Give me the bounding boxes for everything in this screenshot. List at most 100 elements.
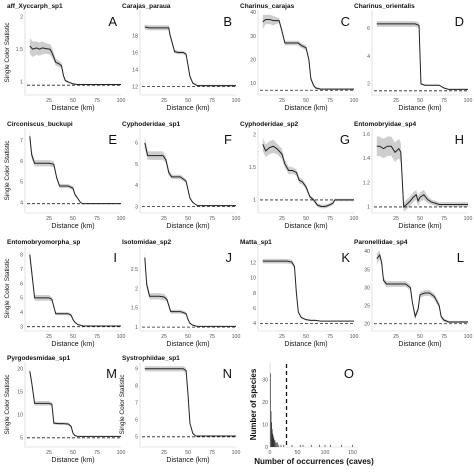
y-tick-label: 12 xyxy=(132,84,138,90)
y-tick-label: 3 xyxy=(20,324,23,330)
y-tick-label: 20 xyxy=(364,322,370,328)
x-tick-label: 75 xyxy=(441,334,447,340)
y-tick-label: 4 xyxy=(367,54,370,60)
x-tick-label: 75 xyxy=(327,216,333,222)
x-tick-label: 50 xyxy=(185,216,191,222)
y-tick-label: 2 xyxy=(20,14,23,20)
panel-title: Charinus_orientalis xyxy=(354,3,415,10)
y-tick-label: 6 xyxy=(20,281,23,287)
histogram-bar xyxy=(341,444,342,447)
panel-k: Matta_sp1 25 50 75 100 4 6 8 10 12 Distance (km) K xyxy=(240,239,358,348)
histogram-bar xyxy=(310,444,312,447)
x-axis-title: Distance (km) xyxy=(284,341,327,348)
y-tick-label: 12 xyxy=(250,260,256,266)
panel-letter: H xyxy=(455,132,464,147)
y-tick-label: 10 xyxy=(262,422,268,428)
panel-letter: L xyxy=(457,250,464,265)
y-tick-label: 1.5 xyxy=(131,306,138,312)
x-tick-label: 100 xyxy=(117,334,126,340)
y-tick-label: 5 xyxy=(135,162,138,168)
x-tick-label: 75 xyxy=(209,216,215,222)
x-tick-label: 25 xyxy=(393,334,399,340)
x-tick-label: 25 xyxy=(46,450,52,456)
panel-title: Cyphoderidae_sp2 xyxy=(240,121,299,128)
x-tick-label: 50 xyxy=(295,450,301,456)
x-tick-label: 50 xyxy=(417,98,423,104)
confidence-band xyxy=(262,14,354,90)
confidence-band xyxy=(29,248,121,327)
x-tick-label: 50 xyxy=(185,450,191,456)
y-tick-label: 20 xyxy=(250,57,256,63)
y-tick-label: 35 xyxy=(364,267,370,273)
x-tick-label: 100 xyxy=(232,216,241,222)
histogram-bar xyxy=(324,444,326,447)
histogram-bar xyxy=(299,444,301,447)
panel-letter: B xyxy=(223,14,232,29)
y-tick-label: 1 xyxy=(253,198,256,204)
x-tick-label: 25 xyxy=(46,334,52,340)
panel-b: Carajas_paraua 25 50 75 100 12 14 16 18 Distance … xyxy=(122,3,240,112)
panel-title: Isotomidae_sp2 xyxy=(122,239,172,246)
x-axis-title: Distance (km) xyxy=(398,341,441,348)
x-tick-label: 50 xyxy=(303,216,309,222)
y-tick-label: 25 xyxy=(364,303,370,309)
x-tick-label: 100 xyxy=(232,334,241,340)
panel-j: Isotomidae_sp2 25 50 75 100 1 1.5 2 2.5 Distance … xyxy=(122,239,240,348)
x-axis-title: Distance (km) xyxy=(284,223,327,230)
y-axis-title: Single Color Statistic xyxy=(4,258,11,319)
panel-h: Entomobryidae_sp4 25 50 75 100 1 1.2 1.4 1.6 Dist… xyxy=(354,121,472,230)
panel-n: Systrophiidae_sp1 25 50 75 100 5 6 7 8 9 Distance … xyxy=(119,355,240,464)
y-tick-label: 4 xyxy=(20,200,23,206)
x-tick-label: 50 xyxy=(417,334,423,340)
confidence-band xyxy=(29,367,121,437)
series-line xyxy=(144,257,236,327)
x-tick-label: 50 xyxy=(303,334,309,340)
series-line xyxy=(29,45,121,86)
x-tick-label: 25 xyxy=(393,216,399,222)
panel-title: Pyrgodesmidae_sp1 xyxy=(7,355,71,362)
x-tick-label: 100 xyxy=(350,98,359,104)
y-tick-label: 1.5 xyxy=(249,165,256,171)
panel-letter: E xyxy=(108,132,117,147)
panel-title: Entomobryidae_sp4 xyxy=(354,121,417,128)
y-tick-label: 5 xyxy=(20,296,23,302)
series-line xyxy=(376,145,468,208)
x-tick-label: 100 xyxy=(117,450,126,456)
panel-letter: D xyxy=(455,14,464,29)
panel-f: Cyphoderidae_sp1 25 50 75 100 3 4 5 6 Distance (k… xyxy=(122,121,240,230)
panel-title: Matta_sp1 xyxy=(240,239,272,246)
y-tick-label: 4 xyxy=(253,321,256,327)
panel-letter: G xyxy=(340,132,350,147)
panel-letter: F xyxy=(224,132,232,147)
x-tick-label: 25 xyxy=(279,98,285,104)
x-tick-label: 50 xyxy=(185,98,191,104)
x-tick-label: 25 xyxy=(161,98,167,104)
histogram-bar xyxy=(277,442,279,447)
x-tick-label: 50 xyxy=(185,334,191,340)
y-tick-label: 1.5 xyxy=(16,47,23,53)
y-tick-label: 2 xyxy=(253,132,256,138)
y-tick-label: 1 xyxy=(367,205,370,211)
x-tick-label: 50 xyxy=(70,450,76,456)
x-tick-label: 75 xyxy=(94,450,100,456)
histogram-bar xyxy=(291,444,293,447)
x-axis-title: Distance (km) xyxy=(398,105,441,112)
x-tick-label: 25 xyxy=(46,98,52,104)
histogram-bar xyxy=(272,435,274,447)
y-tick-label: 6 xyxy=(253,306,256,312)
y-tick-label: 0 xyxy=(265,445,268,451)
y-axis-title: Single Color Statistic xyxy=(119,374,126,435)
x-tick-label: 75 xyxy=(441,216,447,222)
y-tick-label: 7 xyxy=(20,267,23,273)
x-tick-label: 75 xyxy=(209,334,215,340)
histogram-bar xyxy=(271,422,272,447)
y-tick-label: 6 xyxy=(135,141,138,147)
y-tick-label: 40 xyxy=(250,10,256,16)
y-tick-label: 18 xyxy=(132,33,138,39)
y-tick-label: 8 xyxy=(135,384,138,390)
histogram-bar xyxy=(270,373,271,447)
x-axis-title: Distance (km) xyxy=(166,341,209,348)
x-tick-label: 100 xyxy=(350,216,359,222)
y-tick-label: 7 xyxy=(135,401,138,407)
x-tick-label: 75 xyxy=(327,98,333,104)
